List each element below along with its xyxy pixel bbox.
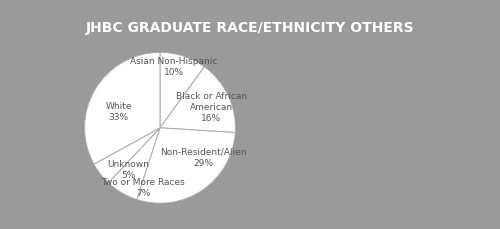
Text: Black or African
American
16%: Black or African American 16% xyxy=(176,92,247,123)
Text: Unknown
5%: Unknown 5% xyxy=(108,160,150,180)
Wedge shape xyxy=(136,128,235,203)
Wedge shape xyxy=(160,68,236,133)
Wedge shape xyxy=(160,53,204,128)
Text: JHBC GRADUATE RACE/ETHNICITY OTHERS: JHBC GRADUATE RACE/ETHNICITY OTHERS xyxy=(86,21,414,35)
Text: Non-Resident/Alien
29%: Non-Resident/Alien 29% xyxy=(160,147,247,167)
Wedge shape xyxy=(94,128,160,183)
Wedge shape xyxy=(108,128,160,200)
Text: Two or More Races
7%: Two or More Races 7% xyxy=(102,177,186,197)
Wedge shape xyxy=(84,53,160,164)
Text: Asian Non-Hispanic
10%: Asian Non-Hispanic 10% xyxy=(130,57,218,77)
Text: White
33%: White 33% xyxy=(106,102,132,122)
